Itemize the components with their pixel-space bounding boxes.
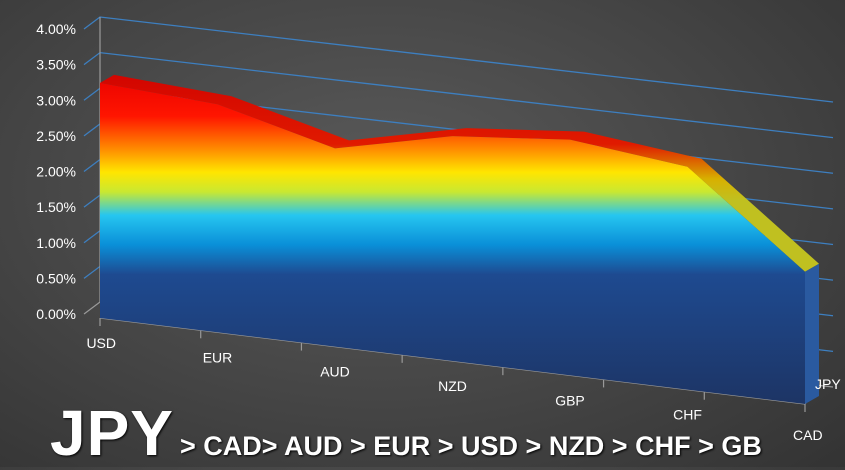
series-area-side-face: [805, 263, 819, 404]
currency-ranking-caption: JPY > CAD> AUD > EUR > USD > NZD > CHF > …: [50, 396, 762, 470]
series-area-top-edge: [100, 74, 819, 272]
gridline: [83, 16, 834, 103]
x-category-label: GBP: [555, 392, 585, 408]
y-tick-label: 1.50%: [36, 199, 76, 215]
x-category-label: USD: [86, 335, 116, 351]
y-tick-label: 3.00%: [36, 92, 76, 108]
y-axis-tick-labels: 0.00% 0.50% 1.00% 1.50% 2.00% 2.50% 3.00% 3.50%…: [36, 21, 76, 322]
depth-axis-label: JPY: [815, 376, 841, 392]
series-area: [100, 74, 819, 404]
x-category-label: NZD: [438, 378, 467, 394]
x-axis-category-labels: USD EUR AUD NZD GBP CHF CAD: [86, 335, 822, 443]
y-tick-label: 4.00%: [36, 21, 76, 37]
y-tick-label: 3.50%: [36, 57, 76, 73]
caption-ranking: > CAD> AUD > EUR > USD > NZD > CHF > GB: [179, 431, 762, 461]
y-tick-label: 0.00%: [36, 306, 76, 322]
y-tick-label: 2.00%: [36, 164, 76, 180]
y-tick-label: 0.50%: [36, 270, 76, 286]
caption-currency: JPY: [50, 397, 174, 469]
y-tick-label: 2.50%: [36, 128, 76, 144]
series-area-front-face: [100, 82, 805, 404]
x-category-label: AUD: [320, 364, 350, 380]
x-category-label: EUR: [203, 349, 233, 365]
x-category-label: CHF: [673, 407, 702, 423]
y-tick-label: 1.00%: [36, 235, 76, 251]
x-category-label: CAD: [793, 427, 823, 443]
